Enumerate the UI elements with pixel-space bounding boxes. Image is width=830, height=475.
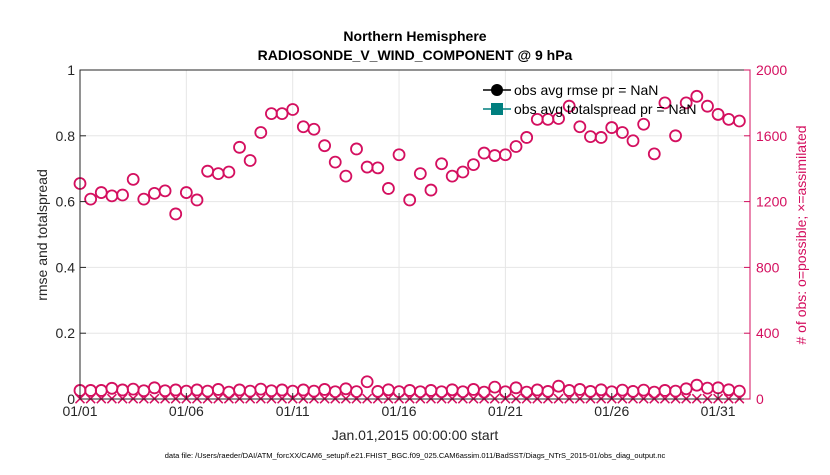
obs-possible-point <box>179 186 193 199</box>
obs-possible-point <box>701 99 714 113</box>
obs-possible-low-point <box>477 385 491 399</box>
x-tick-label: 01/31 <box>701 403 736 419</box>
obs-possible-point <box>445 169 459 183</box>
obs-possible-point <box>190 193 204 207</box>
obs-possible-point <box>637 117 651 131</box>
y-right-tick-label: 1600 <box>756 128 787 144</box>
y-left-tick-label: 0.6 <box>56 194 76 210</box>
y-axis-right-label: # of obs: o=possible; ×=assimilated <box>793 125 809 344</box>
obs-possible-point <box>328 155 342 169</box>
obs-possible-low-point <box>509 381 523 395</box>
obs-possible-point <box>509 140 523 153</box>
legend-rmse-label: obs avg rmse pr = NaN <box>514 82 658 98</box>
obs-possible-point <box>126 172 140 186</box>
y-left-tick-label: 0.4 <box>56 259 76 275</box>
obs-possible-point <box>669 129 682 143</box>
obs-possible-point <box>594 131 608 144</box>
legend-totalspread-marker <box>491 103 503 115</box>
obs-possible-low-point <box>350 385 363 398</box>
y-axis-left-label: rmse and totalspread <box>34 169 50 301</box>
obs-possible-point <box>711 108 725 121</box>
y-left-tick-label: 0 <box>67 391 75 407</box>
legend: obs avg rmse pr = NaN obs avg totalsprea… <box>483 82 697 117</box>
y-right-tick-label: 800 <box>756 259 780 275</box>
y-axis-left: 0 0.2 0.4 0.6 0.8 1 <box>56 62 86 407</box>
obs-possible-point <box>456 165 470 179</box>
obs-possible-point <box>222 165 236 179</box>
obs-possible-point <box>392 148 406 162</box>
obs-possible-point <box>498 148 512 162</box>
x-tick-label: 01/11 <box>276 403 310 419</box>
y-right-tick-label: 0 <box>756 391 764 407</box>
y-left-tick-label: 0.8 <box>56 128 76 144</box>
x-axis-label: Jan.01,2015 00:00:00 start <box>332 427 499 443</box>
obs-possible-point <box>243 154 257 167</box>
obs-possible-low-point <box>732 384 746 398</box>
obs-possible-point <box>679 96 693 110</box>
obs-possible-point <box>350 142 363 156</box>
obs-possible-point <box>286 103 300 116</box>
y-right-tick-label: 400 <box>756 325 780 341</box>
plot-area <box>80 70 750 399</box>
obs-possible-low-point <box>488 380 502 394</box>
x-tick-label: 01/21 <box>488 403 523 419</box>
y-right-tick-label: 1200 <box>756 194 787 210</box>
obs-possible-point <box>562 99 576 113</box>
obs-possible-point <box>732 114 746 128</box>
obs-possible-point <box>233 140 246 154</box>
obs-possible-point <box>552 112 565 125</box>
x-axis: 01/01 01/06 01/11 01/16 01/21 01/26 01/31 <box>62 393 736 419</box>
obs-possible-point <box>158 184 172 198</box>
obs-possible-point <box>467 158 480 171</box>
legend-rmse-marker <box>491 84 503 96</box>
y-left-tick-label: 1 <box>67 62 75 78</box>
obs-possible-low-point <box>541 385 555 398</box>
obs-possible-point <box>275 107 289 120</box>
obs-possible-point <box>573 120 587 134</box>
obs-possible-point <box>169 207 183 221</box>
obs-possible-low-point <box>552 379 565 393</box>
obs-possible-point <box>520 131 534 144</box>
obs-possible-point <box>84 192 98 206</box>
obs-possible-point <box>413 167 427 181</box>
obs-possible-point <box>371 161 385 175</box>
obs-possible-point <box>403 193 417 207</box>
x-tick-label: 01/06 <box>169 403 204 419</box>
obs-possible-point <box>254 126 268 139</box>
obs-possible-low-point <box>360 375 374 389</box>
obs-possible-point <box>615 126 629 139</box>
chart-subtitle: RADIOSONDE_V_WIND_COMPONENT @ 9 hPa <box>258 47 573 63</box>
y-axis-right: 0 400 800 1200 1600 2000 <box>744 62 787 407</box>
obs-possible-point <box>435 157 448 171</box>
obs-possible-point <box>382 182 395 195</box>
legend-totalspread-label: obs avg totalspread pr = NaN <box>514 101 697 117</box>
obs-possible-point <box>137 192 151 206</box>
y-right-tick-label: 2000 <box>756 62 787 78</box>
obs-possible-point <box>307 122 321 136</box>
obs-possible-point <box>690 89 704 103</box>
chart-title: Northern Hemisphere <box>343 28 486 44</box>
obs-possible-point <box>605 121 619 134</box>
obs-possible-point <box>424 183 438 197</box>
x-tick-label: 01/16 <box>382 403 417 419</box>
obs-possible-point <box>658 96 672 110</box>
obs-possible-point <box>626 134 640 148</box>
obs-possible-point <box>647 147 661 161</box>
obs-possible-point <box>339 169 353 183</box>
x-tick-label: 01/26 <box>594 403 629 419</box>
x-tick-label: 01/01 <box>62 403 97 419</box>
footer-data-file: data file: /Users/raeder/DAI/ATM_forcXX/… <box>165 451 666 460</box>
obs-possible-point <box>116 188 129 202</box>
obs-possible-point <box>318 139 332 153</box>
y-left-tick-label: 0.2 <box>56 325 76 341</box>
